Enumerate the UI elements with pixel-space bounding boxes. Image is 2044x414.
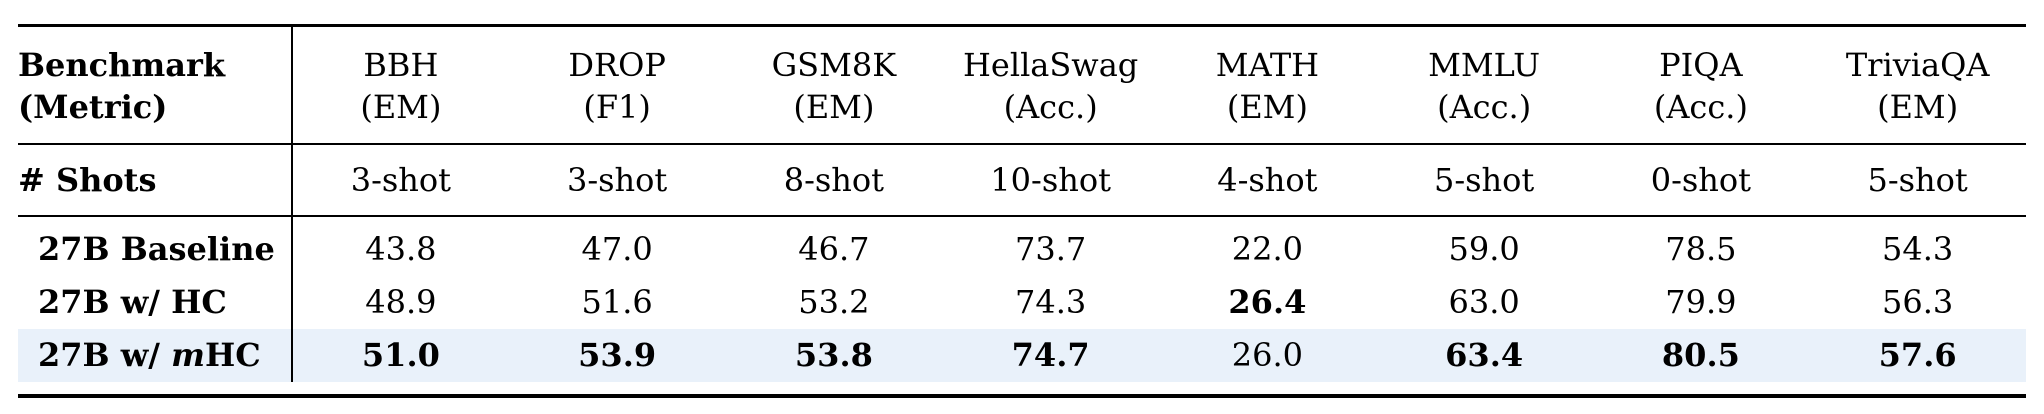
cell: 46.7 [798, 230, 870, 268]
shots-cell-math: 4-shot [1159, 144, 1376, 217]
column-metric: (Acc.) [1653, 88, 1748, 126]
column-metric: (Acc.) [1437, 88, 1532, 126]
row-label-27b-mhc: 27B w/ mHC [18, 329, 293, 382]
column-header-triviaqa: TriviaQA (EM) [1809, 25, 2026, 145]
cell: 26.4 [1228, 283, 1307, 321]
cell: 74.3 [1015, 283, 1087, 321]
row-label-27b-hc: 27B w/ HC [18, 276, 293, 329]
cell: 57.6 [1878, 336, 1957, 374]
shots-cell-gsm8k: 8-shot [725, 144, 943, 217]
corner-header-benchmark-metric: Benchmark (Metric) [18, 25, 293, 145]
cell: 54.3 [1882, 230, 1954, 268]
shots-cell-mmlu: 5-shot [1375, 144, 1593, 217]
column-metric: (F1) [583, 88, 651, 126]
column-metric: (EM) [793, 88, 875, 126]
column-metric: (Acc.) [1003, 88, 1098, 126]
cell: 48.9 [365, 283, 437, 321]
cell: 78.5 [1665, 230, 1737, 268]
row-label-text: 27B w/ [38, 336, 172, 374]
shots-cell-piqa: 0-shot [1592, 144, 1810, 217]
column-header-mmlu: MMLU (Acc.) [1375, 25, 1593, 145]
shots-cell-triviaqa: 5-shot [1809, 144, 2026, 217]
column-name: GSM8K [771, 46, 897, 84]
header-row: Benchmark (Metric) BBH (EM) DROP (F1) GS… [18, 25, 2026, 145]
cell: 53.2 [798, 283, 870, 321]
cell: 51.0 [361, 336, 440, 374]
column-header-gsm8k: GSM8K (EM) [725, 25, 943, 145]
column-name: DROP [568, 46, 666, 84]
cell: 63.4 [1445, 336, 1524, 374]
row-label-27b-baseline: 27B Baseline [18, 216, 293, 276]
cell: 56.3 [1882, 283, 1954, 321]
corner-header-line2: (Metric) [18, 88, 168, 126]
shots-row-label: # Shots [18, 144, 293, 217]
column-metric: (EM) [1877, 88, 1959, 126]
column-name: BBH [363, 46, 439, 84]
column-header-piqa: PIQA (Acc.) [1592, 25, 1810, 145]
column-name: TriviaQA [1845, 46, 1990, 84]
cell: 53.8 [794, 336, 873, 374]
cell: 79.9 [1665, 283, 1737, 321]
column-metric: (EM) [360, 88, 442, 126]
results-table: Benchmark (Metric) BBH (EM) DROP (F1) GS… [18, 24, 2026, 382]
table-row-27b-mhc: 27B w/ mHC 51.0 53.9 53.8 74.7 26.0 63.4… [18, 329, 2026, 382]
column-header-hellaswag: HellaSwag (Acc.) [942, 25, 1159, 145]
row-label-suffix: HC [204, 336, 261, 374]
table-row-27b-baseline: 27B Baseline 43.8 47.0 46.7 73.7 22.0 59… [18, 216, 2026, 276]
column-name: MATH [1215, 46, 1320, 84]
shots-cell-bbh: 3-shot [292, 144, 509, 217]
table-bottom-rule [18, 394, 2026, 398]
column-header-bbh: BBH (EM) [292, 25, 509, 145]
cell: 43.8 [365, 230, 437, 268]
cell: 74.7 [1011, 336, 1090, 374]
cell: 51.6 [581, 283, 653, 321]
cell: 80.5 [1661, 336, 1740, 374]
column-header-drop: DROP (F1) [508, 25, 726, 145]
shots-cell-drop: 3-shot [508, 144, 726, 217]
cell: 26.0 [1231, 336, 1303, 374]
column-header-math: MATH (EM) [1159, 25, 1376, 145]
cell: 53.9 [578, 336, 657, 374]
column-name: PIQA [1659, 46, 1743, 84]
corner-header-line1: Benchmark [18, 46, 226, 84]
row-label-text: 27B w/ HC [38, 283, 227, 321]
row-label-text: 27B Baseline [38, 230, 275, 268]
cell: 63.0 [1448, 283, 1520, 321]
row-label-italic: m [171, 336, 205, 374]
benchmark-results-table: Benchmark (Metric) BBH (EM) DROP (F1) GS… [18, 24, 2026, 382]
cell: 73.7 [1015, 230, 1087, 268]
column-name: MMLU [1428, 46, 1541, 84]
cell: 59.0 [1448, 230, 1520, 268]
cell: 47.0 [581, 230, 653, 268]
cell: 22.0 [1231, 230, 1303, 268]
shots-cell-hellaswag: 10-shot [942, 144, 1159, 217]
table-row-27b-hc: 27B w/ HC 48.9 51.6 53.2 74.3 26.4 63.0 … [18, 276, 2026, 329]
shots-row: # Shots 3-shot 3-shot 8-shot 10-shot 4-s… [18, 144, 2026, 217]
column-name: HellaSwag [962, 46, 1139, 84]
column-metric: (EM) [1226, 88, 1308, 126]
